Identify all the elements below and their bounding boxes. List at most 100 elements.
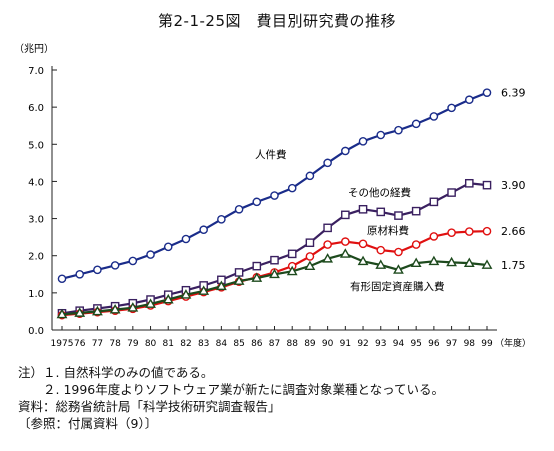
data-point: [394, 125, 403, 135]
y-tick-label: 5.0: [28, 140, 44, 151]
data-point: [252, 261, 262, 271]
reference-line: 〔参照：付属資料（9）〕: [18, 416, 158, 431]
data-point: [269, 268, 280, 279]
data-point: [287, 249, 297, 259]
data-point: [447, 103, 456, 113]
series-line: [61, 91, 488, 280]
data-point: [339, 248, 351, 258]
data-point: [287, 183, 297, 193]
series-1: [57, 88, 492, 284]
data-point: [304, 260, 316, 271]
x-tick-label: 82: [180, 339, 191, 349]
data-point: [429, 197, 439, 207]
x-tick-label: 90: [322, 339, 334, 349]
end-value-label: 1.75: [501, 259, 526, 272]
data-point: [128, 256, 138, 266]
end-value-label: 3.90: [501, 179, 526, 192]
x-tick-label: 96: [428, 339, 440, 349]
data-point: [109, 303, 121, 314]
data-point: [429, 112, 439, 121]
data-point: [215, 280, 227, 291]
data-point: [57, 274, 67, 284]
data-point: [234, 204, 244, 214]
data-point: [163, 242, 173, 252]
x-tick-label: 85: [233, 339, 244, 349]
data-point: [464, 178, 474, 188]
data-point: [411, 240, 421, 249]
data-point: [358, 137, 368, 146]
data-point: [199, 225, 208, 235]
data-point: [358, 204, 368, 214]
data-point: [146, 250, 155, 259]
y-tick-label: 0.0: [28, 326, 44, 337]
y-tick-label: 4.0: [28, 177, 44, 188]
data-point: [93, 265, 102, 275]
x-tick-label: 99: [481, 339, 493, 349]
data-point: [234, 268, 244, 277]
series-line: [61, 182, 488, 315]
series-4: [56, 248, 493, 319]
data-point: [376, 207, 386, 217]
data-point: [305, 171, 315, 181]
data-point: [482, 180, 492, 190]
data-point: [251, 272, 263, 282]
x-tick-label: 92: [357, 339, 368, 349]
data-point: [110, 261, 120, 270]
series-layer: [56, 88, 493, 320]
x-axis-unit: （年度）: [495, 337, 531, 349]
y-tick-label: 7.0: [28, 66, 44, 77]
data-point: [447, 188, 456, 197]
series-2: [57, 178, 492, 318]
x-tick-label: 76: [74, 339, 86, 349]
x-tick-label: 80: [145, 339, 157, 349]
x-tick-label: 83: [198, 339, 209, 349]
data-point: [428, 255, 440, 266]
axes: 0.0 1.0 2.0 3.0 4.0 5.0 6.0 7.0 （兆円） 1975 76 77 78 79…: [14, 43, 531, 349]
data-point: [323, 240, 332, 249]
data-point: [56, 308, 68, 319]
x-tick-label: 95: [410, 339, 421, 349]
data-point: [376, 245, 386, 255]
x-tick-label: 78: [109, 339, 121, 349]
x-tick-label: 77: [92, 339, 103, 349]
data-point: [217, 215, 226, 224]
data-point: [323, 158, 332, 168]
data-point: [464, 95, 474, 105]
data-point: [323, 223, 332, 233]
data-point: [162, 293, 174, 304]
data-point: [375, 259, 387, 269]
data-point: [463, 257, 475, 268]
x-tick-label: 86: [251, 339, 263, 349]
data-point: [127, 302, 139, 312]
data-point: [446, 256, 457, 267]
series-annotation: その他の経費: [348, 186, 411, 199]
data-point: [394, 247, 403, 257]
x-tick-label: 93: [375, 339, 386, 349]
data-point: [410, 257, 422, 268]
data-point: [252, 197, 262, 207]
data-point: [270, 255, 279, 265]
data-point: [92, 305, 103, 316]
note-line-2: ２. 1996年度よりソフトウェア業が新たに調査対象業種となっている。: [18, 382, 445, 397]
data-point: [376, 130, 386, 140]
data-point: [305, 238, 315, 248]
series-annotation: 原材料費: [367, 224, 409, 237]
data-point: [482, 88, 492, 97]
x-tick-label: 81: [163, 339, 174, 349]
end-value-label: 2.66: [501, 225, 526, 238]
y-tick-label: 2.0: [28, 252, 44, 263]
x-tick-label: 79: [127, 339, 139, 349]
source-line: 資料：総務省統計局「科学技術研究調査報告」: [18, 399, 281, 414]
data-point: [394, 211, 403, 220]
data-point: [181, 234, 191, 244]
data-point: [270, 191, 279, 200]
data-point: [341, 146, 350, 156]
data-point: [233, 275, 245, 285]
data-point: [357, 255, 369, 266]
x-tick-label: 88: [286, 339, 298, 349]
data-point: [411, 206, 421, 216]
data-point: [286, 265, 298, 276]
y-tick-label: 6.0: [28, 103, 44, 114]
x-tick-label: 1975: [51, 339, 74, 349]
